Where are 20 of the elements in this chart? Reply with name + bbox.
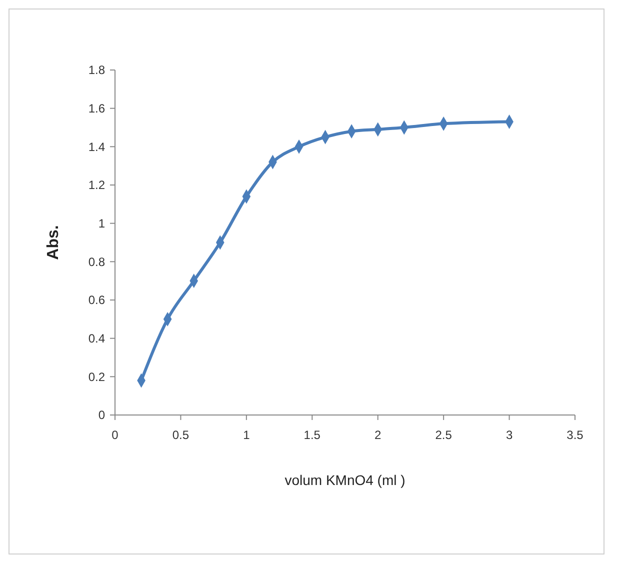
- y-tick-label: 1: [98, 216, 106, 231]
- x-tick-label: 1: [243, 428, 250, 442]
- y-tick-label: 0.2: [88, 370, 106, 384]
- x-tick-label: 3.5: [566, 428, 584, 442]
- y-tick-label: 0.4: [88, 332, 106, 346]
- y-tick-label: 1.8: [88, 63, 106, 78]
- y-tick-label: 1.2: [88, 178, 106, 192]
- x-tick-label: 2: [374, 428, 382, 442]
- y-tick-label: 0: [98, 408, 106, 422]
- y-tick-label: 1.6: [88, 102, 106, 116]
- x-tick-label: 0: [112, 428, 119, 442]
- y-axis-title: Abs.: [45, 225, 62, 260]
- x-axis-title: volum KMnO4 (ml ): [284, 472, 406, 488]
- y-tick-label: 0.6: [88, 293, 106, 308]
- x-tick-label: 1.5: [304, 428, 321, 442]
- x-tick-label: 0.5: [172, 428, 190, 442]
- y-tick-label: 1.4: [88, 140, 106, 154]
- x-tick-label: 2.5: [435, 428, 452, 442]
- y-tick-label: 0.8: [88, 254, 106, 269]
- x-tick-label: 3: [506, 428, 513, 442]
